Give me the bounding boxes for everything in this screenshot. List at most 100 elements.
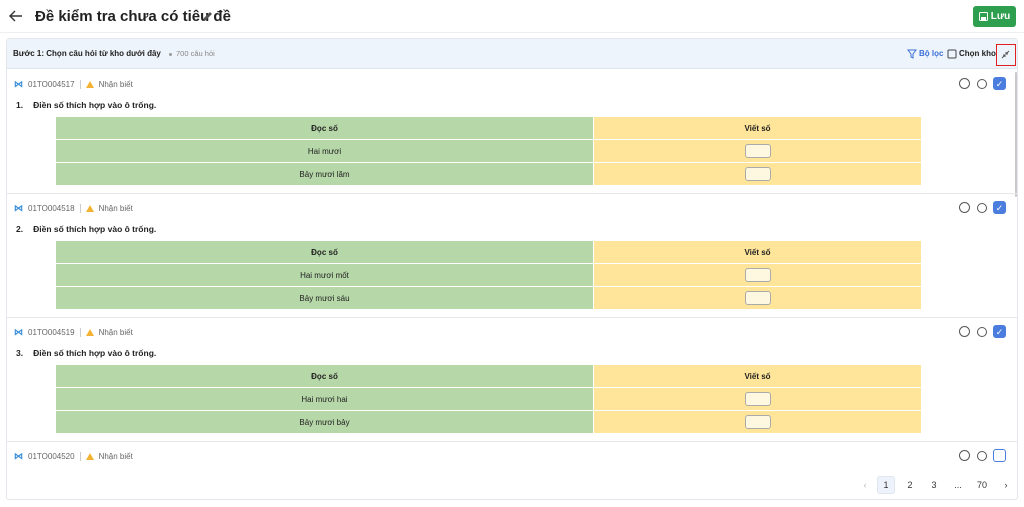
question-text: 3. Điền số thích hợp vào ô trống. <box>16 348 156 358</box>
table-row: Bảy mươi sáu <box>55 286 922 310</box>
key-icon[interactable] <box>959 78 970 89</box>
question-code: 01TO004518 <box>28 204 75 213</box>
number-words: Bảy mươi lăm <box>55 162 594 186</box>
question-meta: ⋈ 01TO004520 Nhận biết <box>14 451 133 462</box>
page-number[interactable]: ... <box>954 480 962 490</box>
bank-icon: ⋈ <box>14 327 23 337</box>
info-icon[interactable] <box>977 327 987 337</box>
table-header: Đọc số <box>55 364 594 388</box>
answer-input[interactable] <box>744 268 771 282</box>
collapse-button[interactable] <box>996 44 1016 66</box>
answer-cell <box>593 410 922 434</box>
page-number[interactable]: 3 <box>931 480 937 490</box>
answer-input[interactable] <box>744 291 771 305</box>
question-meta: ⋈ 01TO004519 Nhận biết <box>14 327 133 338</box>
answer-cell <box>593 387 922 411</box>
question-code: 01TO004520 <box>28 452 75 461</box>
question-divider <box>7 317 1017 318</box>
table-header: Viết số <box>593 364 922 388</box>
save-label: Lưu <box>990 11 1011 22</box>
answer-cell <box>593 162 922 186</box>
table-row: Hai mươi hai <box>55 387 922 411</box>
filter-button[interactable]: Bộ lọc <box>919 49 944 58</box>
number-words: Hai mươi mốt <box>55 263 594 287</box>
answer-cell <box>593 286 922 310</box>
save-button[interactable]: Lưu <box>973 6 1016 27</box>
table-header-row: Đọc số Viết số <box>55 116 922 140</box>
meta-separator <box>79 328 81 337</box>
question-meta: ⋈ 01TO004517 Nhận biết <box>14 79 133 90</box>
info-icon[interactable] <box>977 203 987 213</box>
prev-page[interactable]: ‹ <box>863 480 867 490</box>
question-number: 1. <box>16 100 24 110</box>
question-level: Nhận biết <box>98 80 133 89</box>
table-header: Viết số <box>593 116 922 140</box>
bank-icon: ⋈ <box>14 203 23 213</box>
question-level: Nhận biết <box>98 204 133 213</box>
select-checkbox[interactable]: ✓ <box>993 77 1006 90</box>
filter-icon <box>907 49 917 59</box>
table-header-row: Đọc số Viết số <box>55 364 922 388</box>
question-divider <box>7 441 1017 442</box>
bank-icon: ⋈ <box>14 451 23 461</box>
back-arrow[interactable] <box>9 10 23 22</box>
page-title: Đề kiểm tra chưa có tiêu đề <box>35 8 231 25</box>
level-icon <box>85 329 94 336</box>
key-icon[interactable] <box>959 450 970 461</box>
question-level: Nhận biết <box>98 328 133 337</box>
question-level: Nhận biết <box>98 452 133 461</box>
table-header: Đọc số <box>55 240 594 264</box>
meta-separator <box>79 204 81 213</box>
question-meta: ⋈ 01TO004518 Nhận biết <box>14 203 133 214</box>
answer-input[interactable] <box>744 415 771 429</box>
number-words: Bảy mươi sáu <box>55 286 594 310</box>
question-panel <box>6 38 1018 500</box>
key-icon[interactable] <box>959 326 970 337</box>
header-divider <box>0 32 1024 33</box>
save-icon <box>978 12 988 21</box>
number-words: Hai mươi hai <box>55 387 594 411</box>
level-icon <box>85 205 94 212</box>
level-icon <box>85 81 94 88</box>
scrollbar <box>1015 72 1017 197</box>
meta-separator <box>79 80 81 89</box>
question-number: 2. <box>16 224 24 234</box>
question-text: 1. Điền số thích hợp vào ô trống. <box>16 100 156 110</box>
question-code: 01TO004517 <box>28 80 75 89</box>
info-icon[interactable] <box>977 451 987 461</box>
table-header: Đọc số <box>55 116 594 140</box>
question-count: 700 câu hỏi <box>176 49 215 58</box>
bank-icon: ⋈ <box>14 79 23 89</box>
choose-bank-button[interactable]: Chọn kho <box>959 49 996 58</box>
panel-header <box>7 39 1017 69</box>
key-icon[interactable] <box>959 202 970 213</box>
level-icon <box>85 453 94 460</box>
info-icon[interactable] <box>977 79 987 89</box>
dot <box>169 53 172 56</box>
bank-icon <box>947 49 957 59</box>
table-row: Hai mươi mốt <box>55 263 922 287</box>
question-table: Đọc số Viết số Hai mươi Bảy mươi lăm <box>55 116 922 186</box>
page-number[interactable]: 1 <box>877 476 895 494</box>
answer-input[interactable] <box>744 144 771 158</box>
meta-separator <box>79 452 81 461</box>
question-table: Đọc số Viết số Hai mươi hai Bảy mươi bảy <box>55 364 922 434</box>
table-header-row: Đọc số Viết số <box>55 240 922 264</box>
answer-input[interactable] <box>744 392 771 406</box>
table-row: Bảy mươi lăm <box>55 162 922 186</box>
step-title: Bước 1: Chọn câu hỏi từ kho dưới đây <box>13 49 161 58</box>
page-number[interactable]: 2 <box>907 480 913 490</box>
select-checkbox[interactable]: ✓ <box>993 325 1006 338</box>
select-checkbox[interactable] <box>993 449 1006 462</box>
collapse-icon <box>1001 50 1010 59</box>
answer-input[interactable] <box>744 167 771 181</box>
select-checkbox[interactable]: ✓ <box>993 201 1006 214</box>
question-prompt: Điền số thích hợp vào ô trống. <box>33 224 157 234</box>
edit-icon[interactable] <box>201 10 214 23</box>
question-text: 2. Điền số thích hợp vào ô trống. <box>16 224 156 234</box>
page-number[interactable]: 70 <box>976 480 987 490</box>
next-page[interactable]: › <box>1004 480 1008 490</box>
answer-cell <box>593 139 922 163</box>
question-code: 01TO004519 <box>28 328 75 337</box>
